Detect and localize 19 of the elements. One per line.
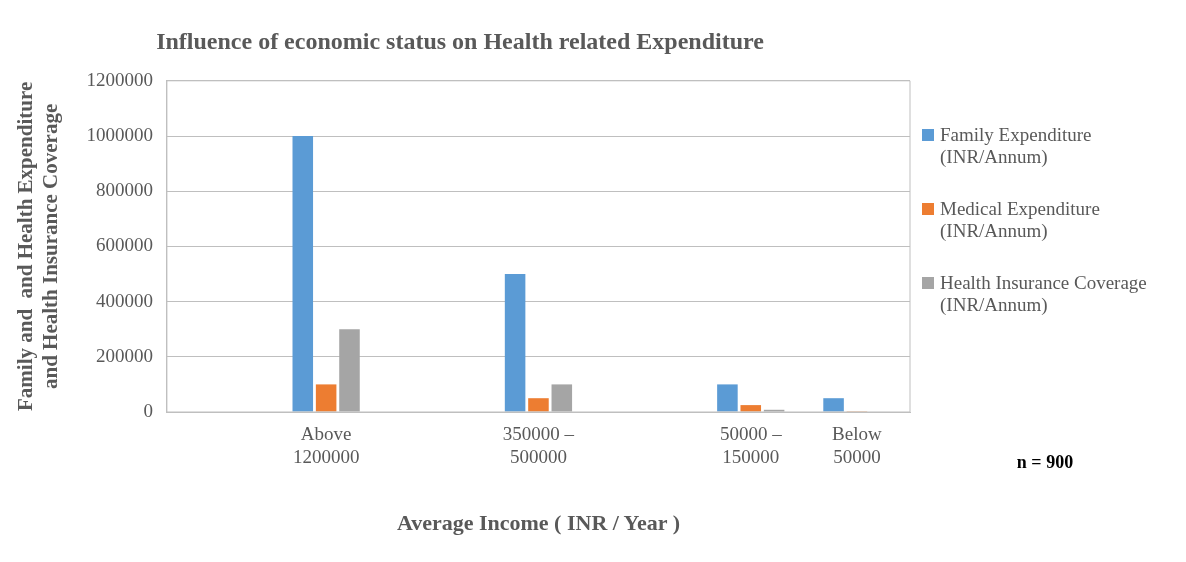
y-tick-label: 800000 [95,179,153,201]
y-tick-label: 600000 [95,234,153,256]
x-tick-label: Below 50000 [832,423,882,468]
x-axis-title: Average Income ( INR / Year ) [396,510,680,536]
y-tick-label: 0 [143,399,153,421]
text: and Health Insurance Coverage [38,103,63,390]
y-tick-label: 1200000 [86,68,153,90]
x-tick-label: 50000 – 150000 [719,423,783,468]
legend-label: Family Expenditure (INR/Annum) [940,124,1093,168]
y-tick-label: 400000 [95,289,153,311]
y-tick-label: 200000 [95,344,153,366]
chart-title: Influence of economic status on Health related Expenditure [156,27,765,54]
y-tick-label: 1000000 [86,123,153,145]
legend-label: Health Insurance Coverage (INR/Annum) [940,272,1148,316]
text: n = 900 [1015,452,1075,473]
x-tick-label: 350000 – 500000 [502,423,575,468]
x-tick-label: Above 1200000 [292,423,360,468]
legend-label: Medical Expenditure (INR/Annum) [940,198,1101,242]
text: Family and and Health Expenditure [13,81,38,412]
